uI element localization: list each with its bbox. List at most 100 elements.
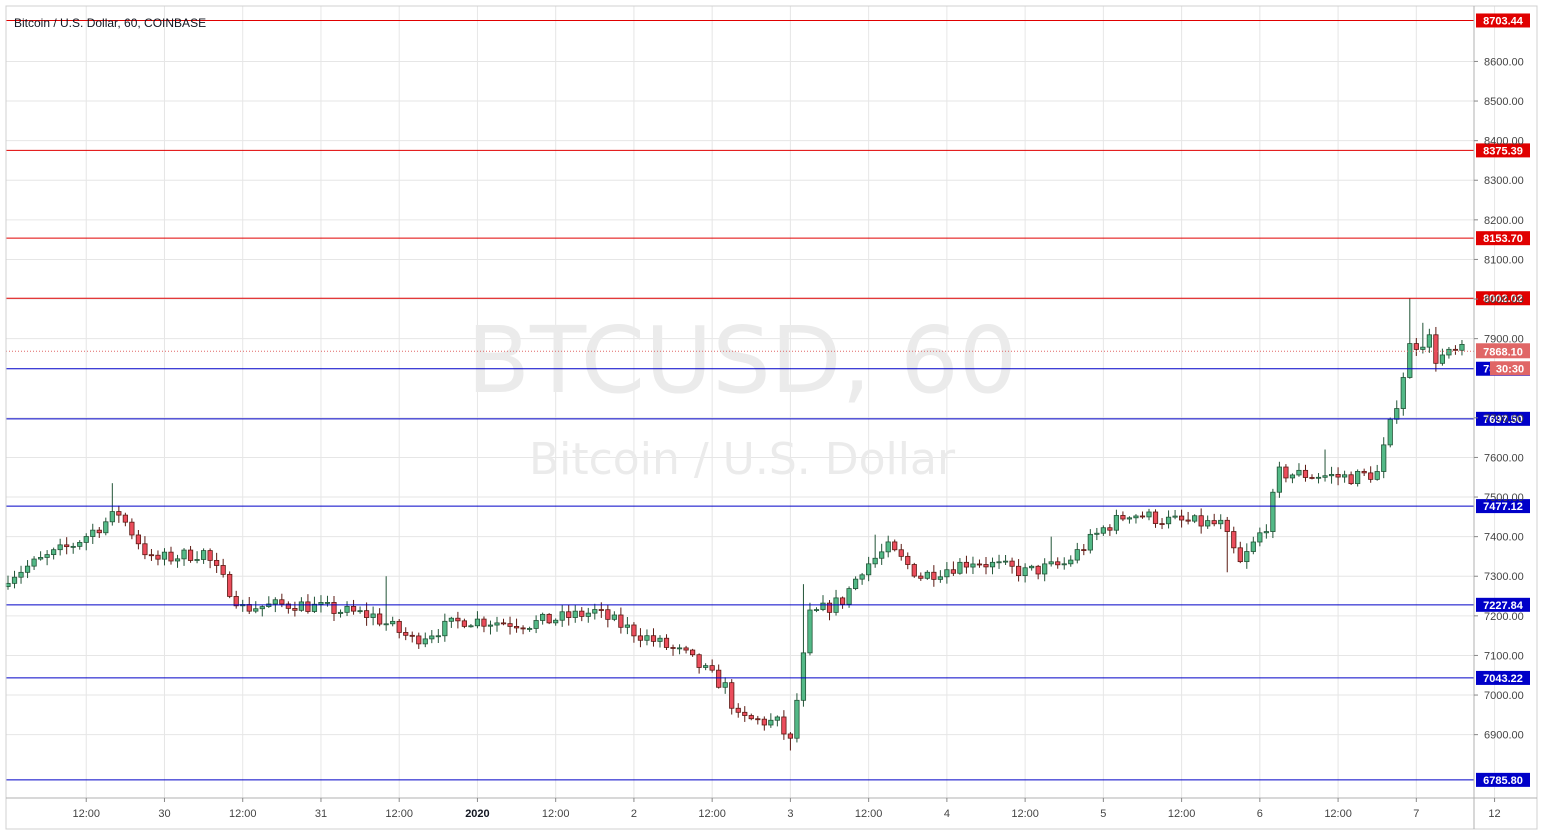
candle xyxy=(787,732,794,751)
candle xyxy=(1361,468,1367,477)
candle xyxy=(1185,511,1191,525)
candle xyxy=(950,561,957,576)
support-level-tag xyxy=(1476,670,1530,685)
candle xyxy=(683,645,689,654)
candle xyxy=(233,590,239,609)
candle xyxy=(1439,348,1445,366)
candle-body xyxy=(461,620,468,627)
candle xyxy=(703,663,709,671)
candle xyxy=(846,586,852,608)
candle-body xyxy=(755,718,761,721)
candle-body xyxy=(748,715,754,720)
candle xyxy=(820,595,826,612)
candle xyxy=(266,596,272,608)
candle xyxy=(18,565,24,584)
candle xyxy=(383,576,389,631)
candle-body xyxy=(703,665,709,668)
candle-body xyxy=(285,603,291,609)
candle-body xyxy=(1139,515,1146,518)
candle xyxy=(1250,536,1256,555)
candle-body xyxy=(787,733,794,739)
x-tick-label: 12:00 xyxy=(229,808,257,820)
candle-body xyxy=(820,602,826,610)
candle xyxy=(1276,461,1282,498)
candle-body xyxy=(487,624,494,627)
candle-body xyxy=(1107,527,1113,531)
candle-body xyxy=(1394,408,1400,420)
candle-body xyxy=(429,635,435,640)
resistance-level-label: 8002.02 xyxy=(1483,293,1523,305)
candle-body xyxy=(996,561,1002,564)
candle xyxy=(214,552,220,573)
candle xyxy=(318,595,324,613)
x-tick-label: 12:00 xyxy=(542,808,570,820)
candle-body xyxy=(1407,343,1413,378)
candle-body xyxy=(637,635,644,641)
candle-body xyxy=(1146,511,1152,518)
candle-body xyxy=(885,541,891,553)
x-tick-label: 12:00 xyxy=(1011,808,1039,820)
candle xyxy=(403,627,409,641)
candle-body xyxy=(416,635,422,645)
candle-body xyxy=(905,555,911,565)
candle-body xyxy=(1296,469,1302,476)
candle xyxy=(722,677,728,694)
candle-body xyxy=(898,549,904,557)
candle-body xyxy=(148,554,155,557)
candle xyxy=(839,596,846,609)
candle xyxy=(1035,564,1041,580)
candle-body xyxy=(481,618,487,627)
candle xyxy=(970,556,976,575)
candle-body xyxy=(1198,515,1204,527)
x-tick-label: 7 xyxy=(1413,808,1419,820)
candle-body xyxy=(1029,565,1035,569)
candle xyxy=(709,659,715,673)
candle-body xyxy=(572,610,578,618)
candle-body xyxy=(1192,515,1198,522)
candle xyxy=(416,632,422,649)
candle-body xyxy=(318,602,324,605)
candle-body xyxy=(1087,533,1093,551)
candle-body xyxy=(103,521,109,534)
candle-body xyxy=(1257,532,1263,543)
candle xyxy=(1152,509,1159,528)
countdown-tag xyxy=(1490,361,1530,376)
candle xyxy=(781,710,787,740)
candle-body xyxy=(292,608,298,611)
candle xyxy=(807,602,813,656)
candle-body xyxy=(1374,471,1380,480)
candle-body xyxy=(311,603,318,612)
candle-body xyxy=(1237,547,1243,563)
candle xyxy=(1087,529,1093,554)
candle xyxy=(44,550,50,566)
candle xyxy=(1126,516,1133,524)
candle-body xyxy=(1452,348,1459,351)
candle-body xyxy=(1413,343,1419,350)
candle-body xyxy=(1446,348,1452,356)
candle xyxy=(1081,544,1087,556)
support-level-label: 7043.22 xyxy=(1483,673,1523,685)
candle xyxy=(246,597,252,615)
candle xyxy=(396,618,402,639)
candle xyxy=(716,664,722,689)
candle-body xyxy=(866,563,872,576)
candle-body xyxy=(722,682,728,688)
candle xyxy=(748,713,754,721)
axes: 6900.00 7000.00 7100.00 7200.00 7300.00 7400.… xyxy=(5,5,1538,830)
candle-body xyxy=(1081,549,1087,551)
candle-body xyxy=(377,613,383,625)
candle xyxy=(181,548,187,566)
candle-body xyxy=(944,569,950,578)
candle-body xyxy=(383,623,389,626)
candle xyxy=(474,611,481,629)
candle-body xyxy=(813,609,820,611)
candle xyxy=(116,505,122,523)
y-tick-label: 7700.00 xyxy=(1484,413,1524,425)
candle xyxy=(1322,449,1328,482)
candle xyxy=(305,594,311,614)
candle-body xyxy=(768,719,774,726)
candle xyxy=(103,517,109,536)
candle xyxy=(1368,466,1374,483)
candle-body xyxy=(435,635,441,638)
